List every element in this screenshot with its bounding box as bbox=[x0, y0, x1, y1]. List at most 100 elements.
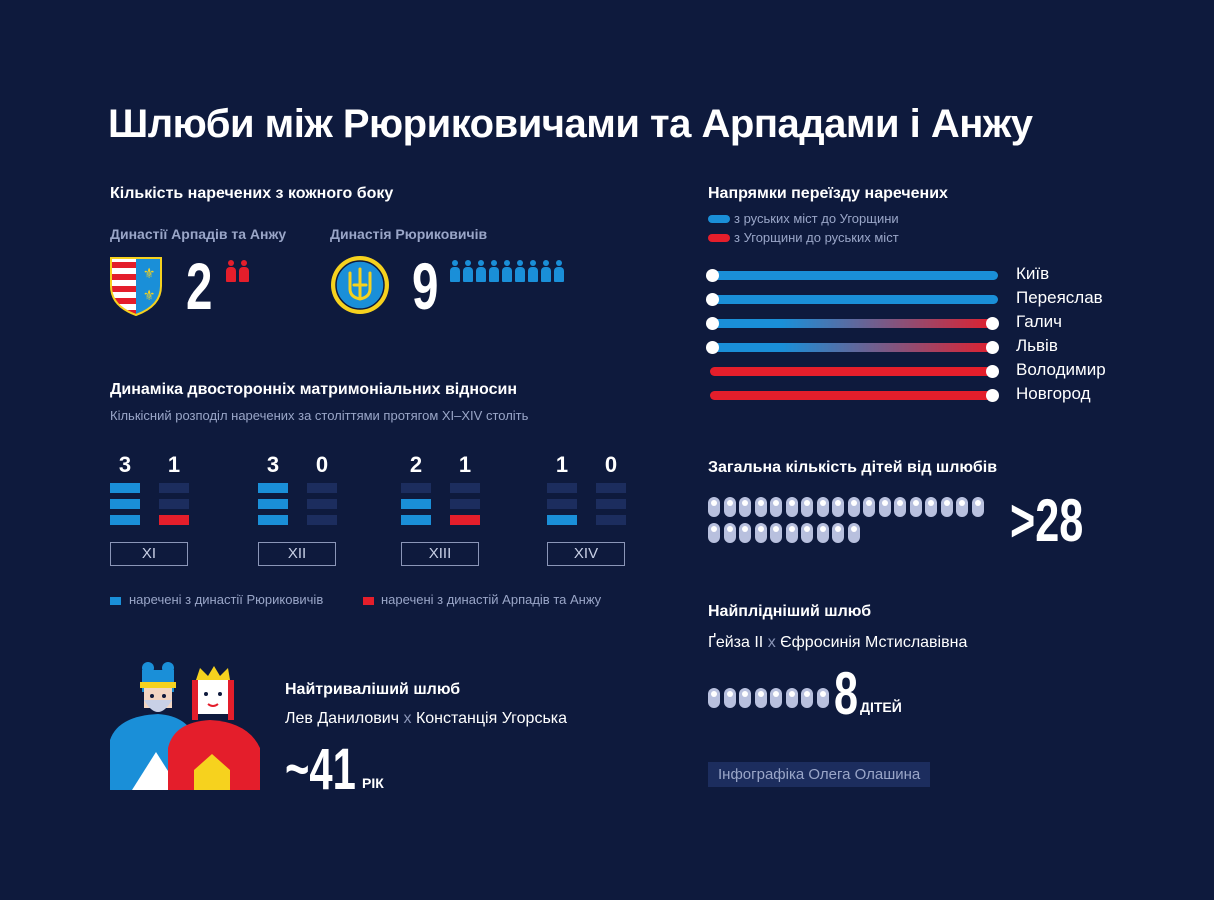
bar-segment-empty bbox=[450, 483, 480, 493]
bar-segment-empty bbox=[596, 499, 626, 509]
arpad-bride-icon bbox=[239, 260, 249, 282]
bar-segment bbox=[110, 499, 140, 509]
children-value: >28 bbox=[1010, 487, 1084, 554]
direction-line bbox=[710, 343, 998, 352]
bar-value-label: 0 bbox=[315, 452, 329, 477]
child-icon bbox=[770, 497, 782, 517]
rurik-bride-icon bbox=[554, 260, 564, 282]
rurik-count: 9 bbox=[412, 249, 439, 323]
child-icon bbox=[723, 497, 736, 517]
bar-segment-empty bbox=[307, 499, 337, 509]
direction-start-dot bbox=[706, 269, 719, 282]
bar-segment-empty bbox=[307, 515, 337, 525]
arpad-bride-icon bbox=[226, 260, 236, 282]
child-icon bbox=[723, 688, 736, 708]
children-heading: Загальна кількість дітей від шлюбів bbox=[708, 459, 998, 476]
bar-segment-empty bbox=[159, 483, 189, 493]
children-pictogram bbox=[708, 497, 998, 552]
city-name: Київ bbox=[1016, 264, 1050, 283]
bar-value-label: 3 bbox=[118, 452, 132, 477]
fertile-heading: Найплідніший шлюб bbox=[708, 603, 872, 620]
city-name: Новгород bbox=[1016, 384, 1091, 403]
child-icon bbox=[770, 523, 782, 543]
child-icon bbox=[878, 497, 891, 517]
child-icon bbox=[770, 688, 782, 708]
bar-value-label: 3 bbox=[266, 452, 280, 477]
longest-value: ~41 bbox=[285, 737, 356, 802]
rurik-bride-icon bbox=[476, 260, 486, 282]
child-icon bbox=[816, 688, 829, 708]
direction-end-dot bbox=[986, 389, 999, 402]
fertile-pictogram bbox=[708, 688, 829, 712]
legend-to-hungary-swatch bbox=[708, 215, 730, 223]
directions-chart: Київ Переяслав Галич Львів Володимир Новгород bbox=[700, 264, 1120, 418]
bar-segment bbox=[159, 515, 189, 525]
longest-unit: РІК bbox=[362, 775, 384, 791]
brides-count-heading: Кількість наречених з кожного боку bbox=[110, 185, 394, 202]
direction-line bbox=[710, 319, 998, 328]
arpad-anjou-shield-icon: ⚜ ⚜ bbox=[110, 257, 162, 316]
child-icon bbox=[754, 523, 767, 543]
direction-start-dot bbox=[706, 317, 719, 330]
legend-arpad-label: наречені з династій Арпадів та Анжу bbox=[381, 592, 602, 607]
svg-text:⚜: ⚜ bbox=[143, 288, 156, 304]
child-icon bbox=[739, 523, 751, 543]
bar-segment-empty bbox=[401, 483, 431, 493]
legend-rurik-label: наречені з династії Рюриковичів bbox=[129, 592, 324, 607]
child-icon bbox=[723, 523, 736, 543]
child-icon bbox=[863, 497, 875, 517]
direction-end-dot bbox=[986, 341, 999, 354]
city-name: Переяслав bbox=[1016, 288, 1103, 307]
fertile-couple: Ґейза ІІ х Єфросинія Мстиславівна bbox=[708, 634, 967, 652]
child-icon bbox=[832, 523, 844, 543]
child-icon bbox=[785, 523, 798, 543]
city-name: Галич bbox=[1016, 312, 1062, 331]
child-icon bbox=[940, 497, 953, 517]
direction-end-dot bbox=[986, 365, 999, 378]
rurik-bride-icon bbox=[489, 260, 499, 282]
bar-value-label: 0 bbox=[604, 452, 618, 477]
longest-couple: Лев Данилович х Констанція Угорська bbox=[285, 710, 567, 728]
legend-to-rus-label: з Угорщини до руських міст bbox=[734, 230, 899, 245]
child-icon bbox=[801, 497, 813, 517]
royal-couple-illustration bbox=[110, 662, 260, 790]
child-icon bbox=[739, 688, 751, 708]
bar-segment bbox=[110, 483, 140, 493]
bar-segment bbox=[401, 499, 431, 509]
rurik-bride-icon bbox=[528, 260, 538, 282]
bar-segment-empty bbox=[596, 515, 626, 525]
dynamics-subheading: Кількісний розподіл наречених за столітт… bbox=[110, 408, 529, 423]
century-label: XI bbox=[110, 542, 188, 566]
child-icon bbox=[708, 523, 720, 543]
child-icon bbox=[708, 497, 720, 517]
rurik-label: Династія Рюриковичів bbox=[330, 226, 488, 242]
fertile-husband: Ґейза ІІ bbox=[708, 634, 764, 651]
rurik-bride-icon bbox=[515, 260, 525, 282]
child-icon bbox=[847, 497, 860, 517]
century-label: XII bbox=[258, 542, 336, 566]
direction-line bbox=[710, 367, 998, 376]
child-icon bbox=[816, 523, 829, 543]
child-icon bbox=[832, 497, 844, 517]
bar-segment-empty bbox=[596, 483, 626, 493]
bar-segment bbox=[110, 515, 140, 525]
page-title: Шлюби між Рюриковичами та Арпадами і Анж… bbox=[108, 102, 1033, 146]
bar-value-label: 1 bbox=[458, 452, 472, 477]
trident-emblem-icon bbox=[331, 256, 389, 314]
child-icon bbox=[816, 497, 829, 517]
century-chart: 3 1 XI 3 0 XII 2 1 XIII 1 0 XIV bbox=[0, 440, 700, 580]
legend-rurik-swatch bbox=[110, 597, 121, 605]
bar-value-label: 1 bbox=[555, 452, 569, 477]
child-icon bbox=[754, 497, 767, 517]
longest-husband: Лев Данилович bbox=[285, 710, 400, 727]
bar-segment bbox=[258, 515, 288, 525]
child-icon bbox=[894, 497, 906, 517]
arpad-count: 2 bbox=[186, 249, 213, 323]
child-icon bbox=[785, 497, 798, 517]
child-icon bbox=[956, 497, 968, 517]
century-label: XIV bbox=[547, 542, 625, 566]
bar-value-label: 1 bbox=[167, 452, 181, 477]
rurik-bride-icon bbox=[450, 260, 460, 282]
arpad-brides-pictogram bbox=[226, 260, 256, 284]
legend-arpad-swatch bbox=[363, 597, 374, 605]
